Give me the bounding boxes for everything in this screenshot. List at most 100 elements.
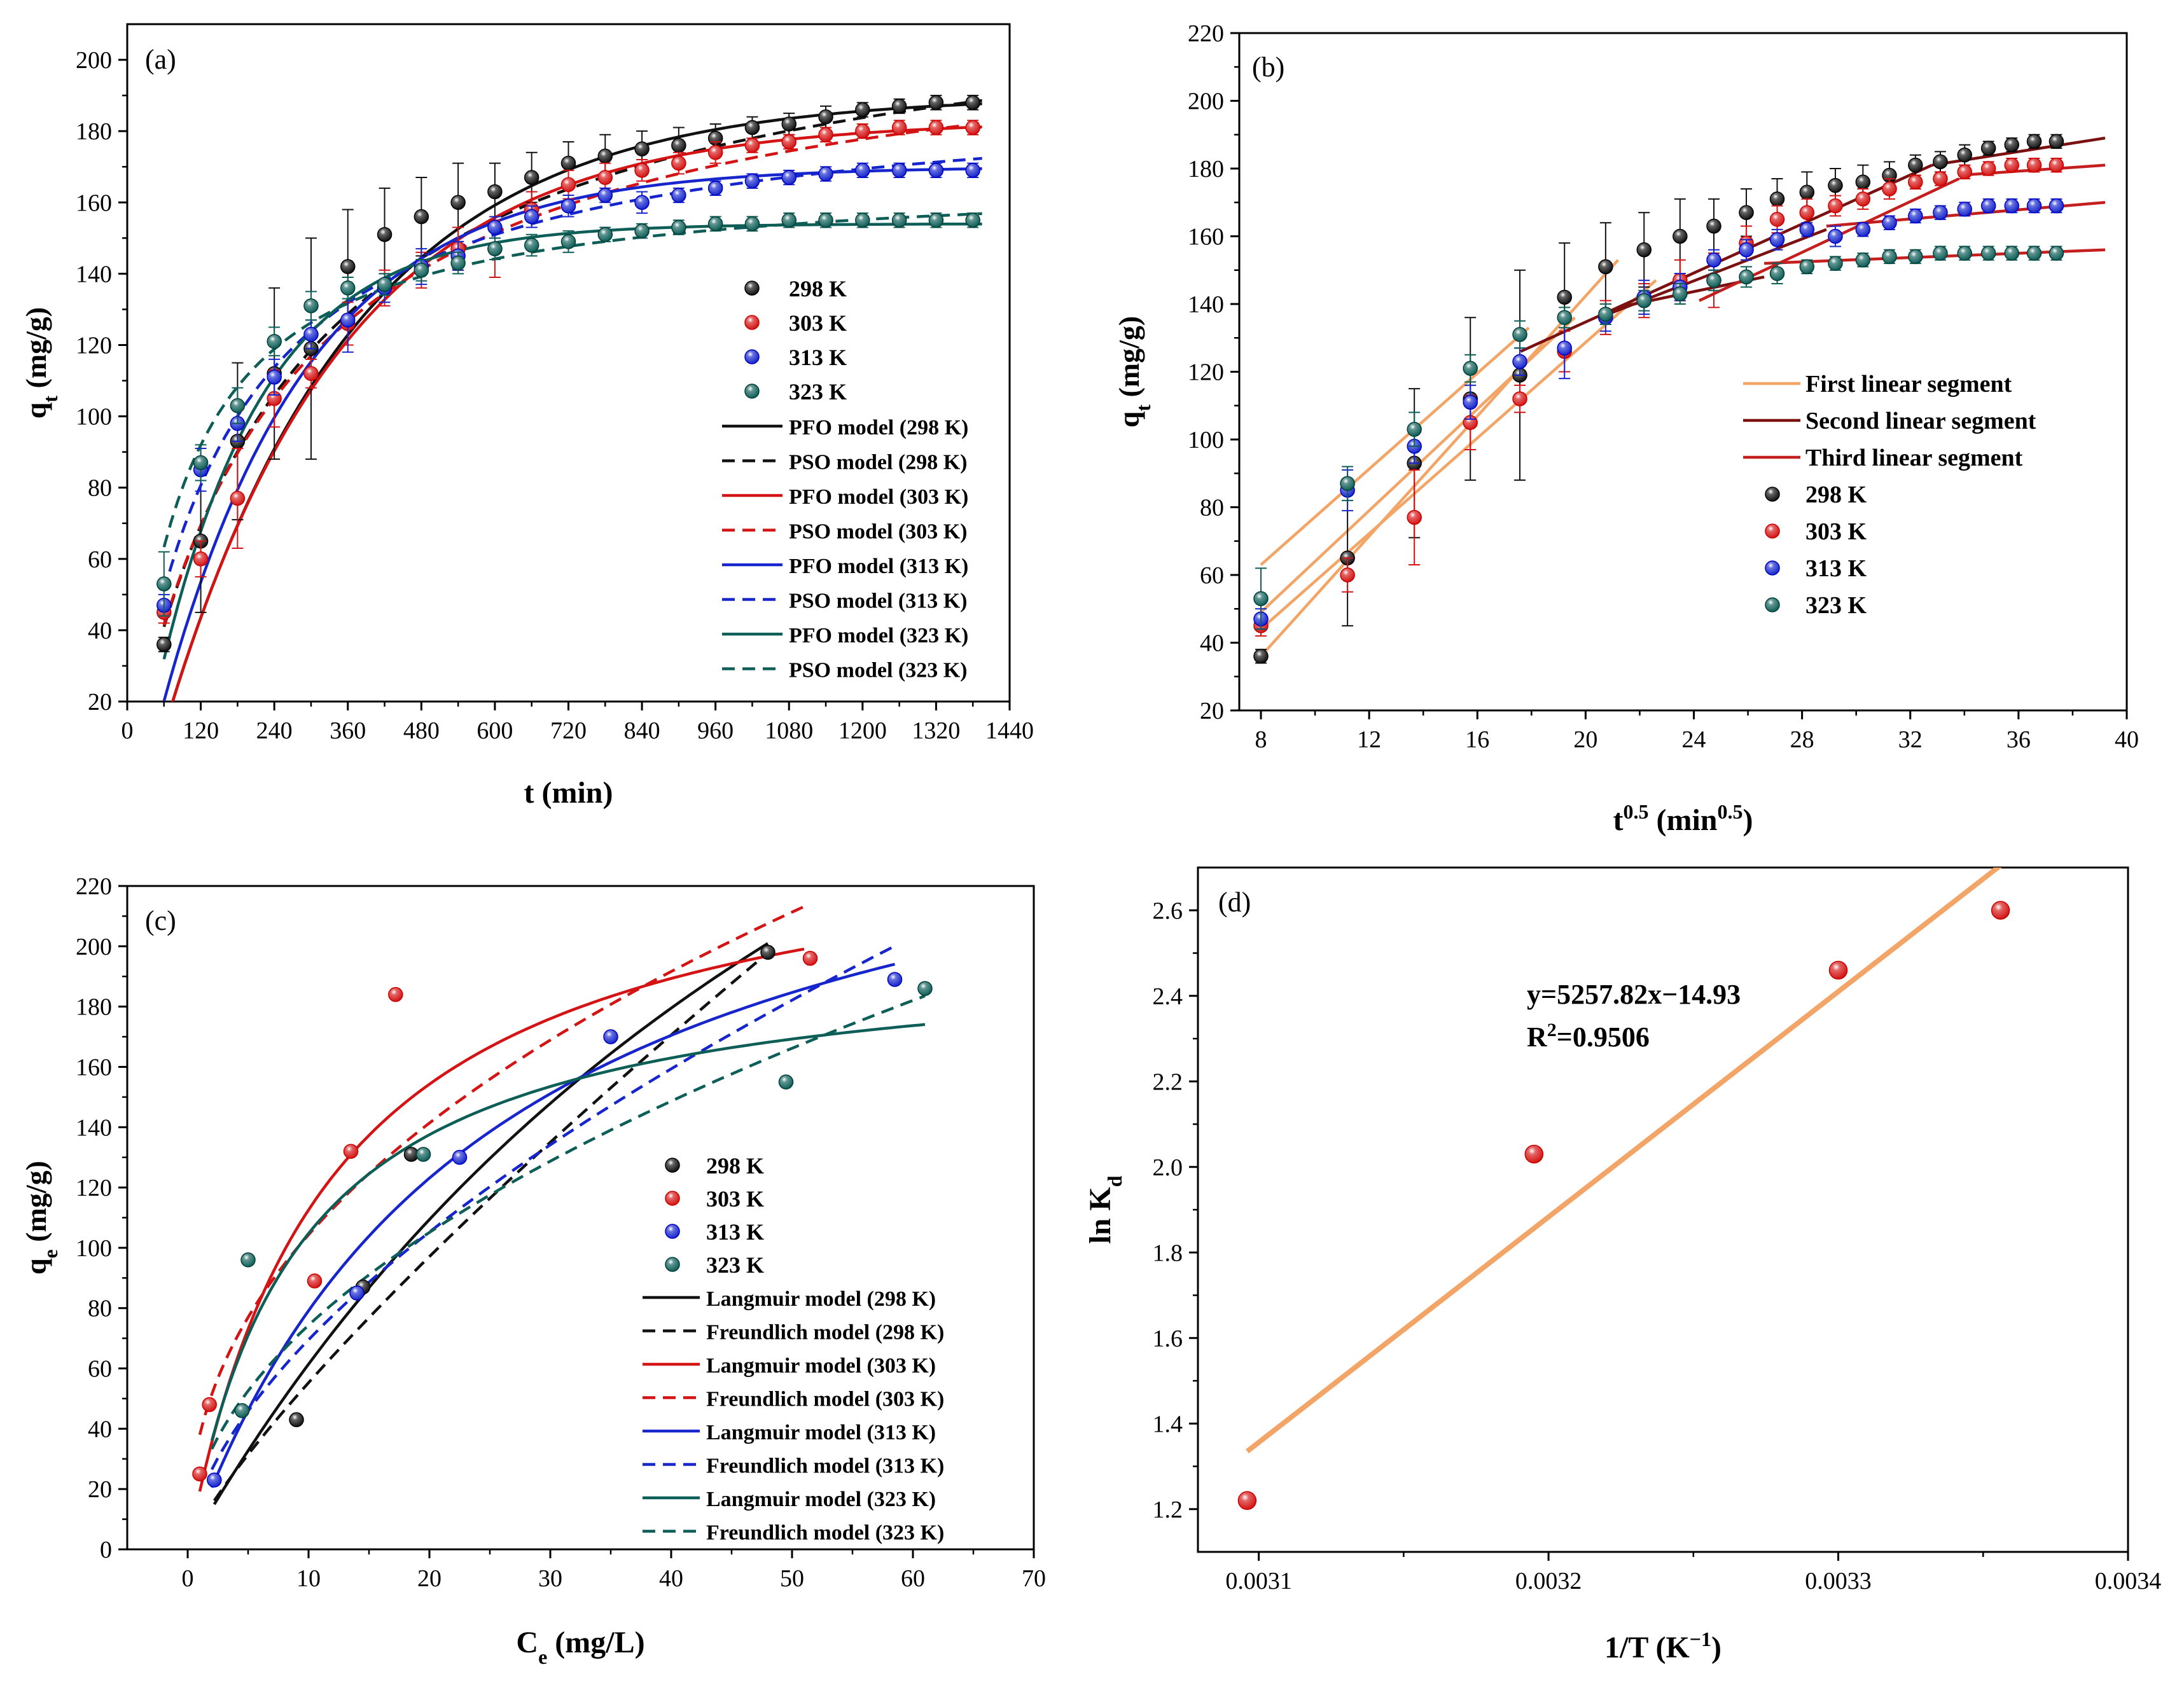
legend-label: Langmuir model (303 K) xyxy=(706,1354,936,1378)
panel-a-y-tick-label: 140 xyxy=(76,261,112,287)
legend-label: First linear segment xyxy=(1805,371,2012,398)
data-point xyxy=(634,195,650,211)
legend-label: PSO model (303 K) xyxy=(789,520,967,544)
y-axis-title-main: q xyxy=(1113,411,1145,427)
data-point xyxy=(1253,649,1269,664)
legend-marker xyxy=(1765,560,1780,576)
data-point xyxy=(207,1472,222,1488)
legend-label: PSO model (323 K) xyxy=(789,659,967,682)
plot-area xyxy=(1253,134,2106,664)
panel-b-x-tick-label: 32 xyxy=(1898,726,1923,753)
data-point xyxy=(303,366,319,382)
x-axis-title-sup: 0.5 xyxy=(1624,800,1649,823)
y-axis-title-tail: (mg/g) xyxy=(20,1161,52,1249)
data-point xyxy=(597,188,613,203)
panel-d-x-tick-label: 0.0031 xyxy=(1225,1568,1292,1595)
panel-a-axes: 0 120 240 360 480 600 720 840 960 1080 1200 1320 144… xyxy=(76,23,1034,744)
legend-label: 303 K xyxy=(789,310,847,336)
legend-label: Second linear segment xyxy=(1805,408,2036,434)
y-axis-title-sub: d xyxy=(1103,1175,1126,1187)
data-point xyxy=(452,1149,468,1165)
legend-label: Langmuir model (313 K) xyxy=(706,1421,936,1444)
panel-c-y-tick-label: 0 xyxy=(100,1537,112,1563)
panel-a-x-tick-label: 240 xyxy=(256,717,293,744)
y-axis-title-tail: (mg/g) xyxy=(1113,316,1145,405)
data-point xyxy=(891,120,907,135)
data-point xyxy=(2026,246,2042,261)
data-point xyxy=(414,263,429,278)
x-axis-title-tail: (mg/L) xyxy=(547,1626,644,1659)
x-axis-title: t0.5 (min0.5) xyxy=(1613,800,1753,837)
fit-curve xyxy=(162,222,982,660)
data-point xyxy=(1253,591,1269,607)
x-axis-title: 1/T (K−1) xyxy=(1604,1628,1721,1664)
data-point xyxy=(744,137,760,153)
panel-c: 0 10 20 30 40 50 60 70 0 20 40 60 80 100 120 140 160 180 2… xyxy=(20,873,1046,1668)
data-point xyxy=(1799,184,1815,200)
fit-line xyxy=(1245,868,2002,1454)
panel-b-y-tick-label: 40 xyxy=(1200,630,1224,657)
legend-label: 298 K xyxy=(706,1153,764,1179)
panel-c-x-tick-label: 40 xyxy=(659,1565,683,1592)
data-point xyxy=(1855,222,1871,237)
panel-a-y-tick-label: 120 xyxy=(76,332,112,359)
panel-b-x-tick-label: 20 xyxy=(1573,726,1597,753)
y-axis-title-sub: t xyxy=(39,396,62,403)
data-point xyxy=(1407,509,1422,525)
legend-marker xyxy=(665,1224,680,1239)
legend-label: 303 K xyxy=(1805,518,1867,545)
panel-a-x-tick-label: 960 xyxy=(697,717,734,744)
data-point xyxy=(1933,246,1948,261)
panel-a-x-tick-label: 600 xyxy=(476,717,513,744)
panel-d-y-tick-label: 1.6 xyxy=(1153,1325,1183,1352)
data-point xyxy=(818,166,833,182)
data-point xyxy=(234,1403,250,1418)
panel-a-x-tick-label: 360 xyxy=(330,717,366,744)
legend-label: 313 K xyxy=(706,1219,764,1245)
legend-marker xyxy=(744,384,760,399)
data-point xyxy=(1598,307,1613,322)
data-point xyxy=(1882,249,1897,265)
panel-b-x-tick-label: 28 xyxy=(1790,726,1814,753)
data-point xyxy=(1799,205,1815,220)
data-point xyxy=(1463,394,1478,410)
data-point xyxy=(891,212,907,228)
data-point xyxy=(818,212,833,228)
data-point xyxy=(855,212,870,228)
data-point xyxy=(2026,157,2042,173)
legend-marker xyxy=(744,349,760,364)
data-point xyxy=(1933,205,1948,220)
data-point xyxy=(1512,327,1527,342)
data-point xyxy=(524,170,539,185)
panel-a-x-tick-label: 1200 xyxy=(838,717,887,744)
data-point xyxy=(1957,202,1972,217)
data-point xyxy=(349,1285,365,1301)
panel-a-frame xyxy=(126,23,1011,703)
data-point xyxy=(1980,246,1996,261)
legend: First linear segment Second linear segmen… xyxy=(1743,371,2036,619)
panel-b-y-tick-label: 140 xyxy=(1188,291,1224,318)
data-point xyxy=(524,237,539,253)
data-point xyxy=(340,259,356,274)
data-point xyxy=(156,576,172,591)
data-point xyxy=(1706,272,1721,288)
data-point xyxy=(818,127,833,142)
data-point xyxy=(1769,191,1785,207)
data-point xyxy=(1980,198,1996,214)
data-point xyxy=(1980,161,1996,176)
data-point xyxy=(671,137,686,153)
data-point xyxy=(1882,215,1897,230)
data-point xyxy=(560,155,576,171)
panel-b-x-tick-label: 16 xyxy=(1465,726,1489,753)
y-axis-title-main: ln K xyxy=(1083,1187,1117,1243)
fit-curve xyxy=(210,994,926,1450)
data-point xyxy=(965,163,980,178)
data-point xyxy=(634,163,650,178)
legend-label: PSO model (298 K) xyxy=(789,451,967,474)
plot-area xyxy=(192,905,933,1505)
legend-label: Freundlich model (303 K) xyxy=(706,1388,944,1411)
panel-a-y-tick-label: 40 xyxy=(88,618,112,644)
legend-label: 313 K xyxy=(789,345,847,370)
panel-d-axes: 0.0031 0.0032 0.0033 0.0034 1.2 1.4 1.6 1.8 2.0 2… xyxy=(1153,866,2161,1595)
